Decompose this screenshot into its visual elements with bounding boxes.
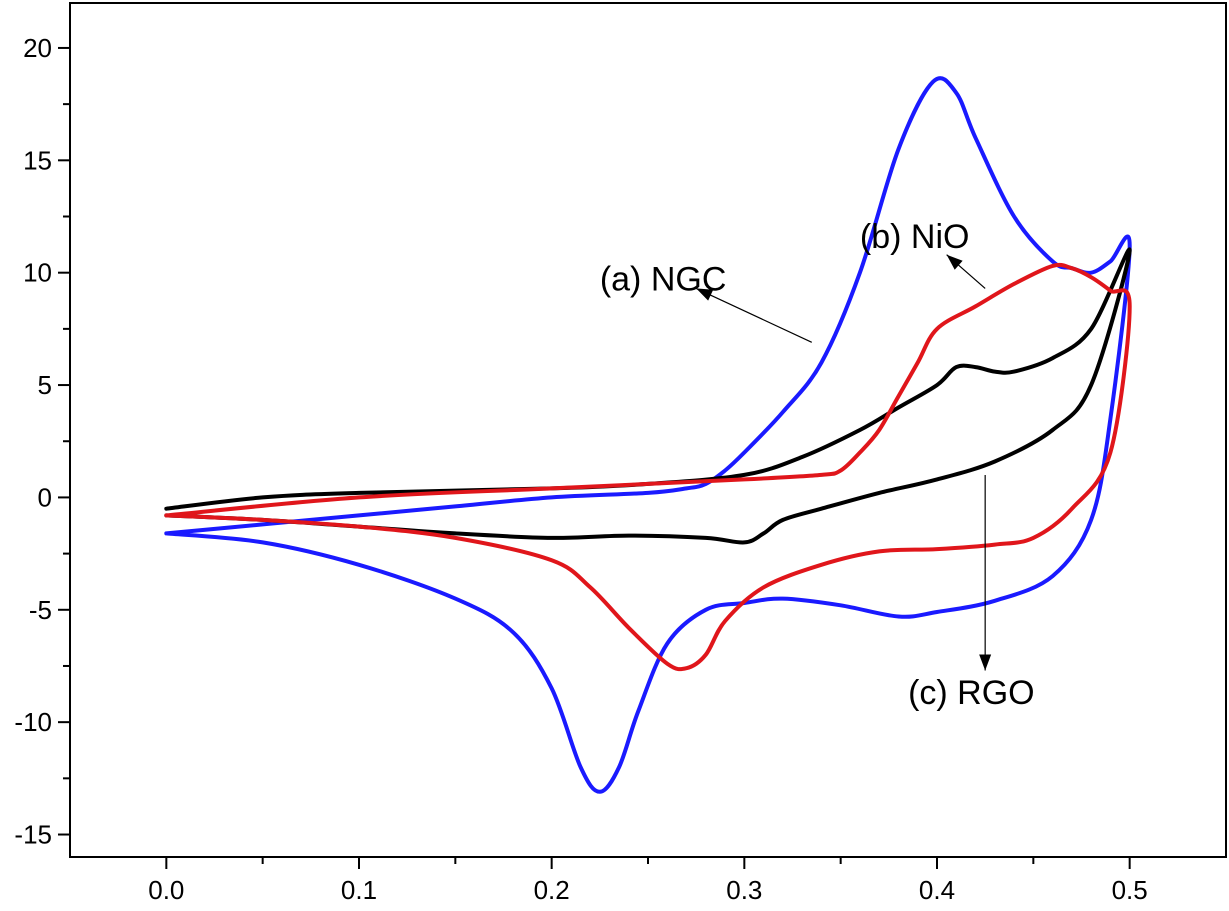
- annotation-arrow-line: [695, 287, 813, 343]
- x-tick-label: 0.1: [341, 875, 377, 905]
- annotation-arrowhead: [946, 254, 963, 270]
- series-line-nio: [164, 262, 1132, 672]
- y-tick-label: 15: [23, 145, 52, 175]
- y-tick-label: -5: [29, 595, 52, 625]
- x-tick-label: 0.0: [148, 875, 184, 905]
- x-tick-label: 0.4: [919, 875, 955, 905]
- y-tick-label: 5: [38, 370, 52, 400]
- y-tick-label: 0: [38, 482, 52, 512]
- x-axis-ticks: 0.0 0.1 0.2 0.3 0.4 0.5: [148, 857, 1148, 905]
- x-tick-label: 0.3: [726, 875, 762, 905]
- y-tick-label: -15: [14, 820, 52, 850]
- annotation-label-ngc: (a) NGC: [600, 261, 727, 299]
- series-line-ngc: [164, 76, 1132, 794]
- annotation-label-rgo: (c) RGO: [908, 674, 1035, 712]
- series-layer: [164, 76, 1132, 794]
- x-tick-label: 0.2: [534, 875, 570, 905]
- x-tick-label: 0.5: [1112, 875, 1148, 905]
- annotation-label-nio: (b) NiO: [860, 218, 970, 256]
- annotation-layer: (a) NGC (b) NiO (c) RGO: [600, 218, 1035, 712]
- y-axis-ticks: -15 -10 -5 0 5 10 15 20: [14, 33, 70, 850]
- y-tick-label: -10: [14, 707, 52, 737]
- annotation-arrowhead: [979, 654, 992, 671]
- y-tick-label: 10: [23, 258, 52, 288]
- annotation-arrowhead: [696, 288, 714, 301]
- y-tick-label: 20: [23, 33, 52, 63]
